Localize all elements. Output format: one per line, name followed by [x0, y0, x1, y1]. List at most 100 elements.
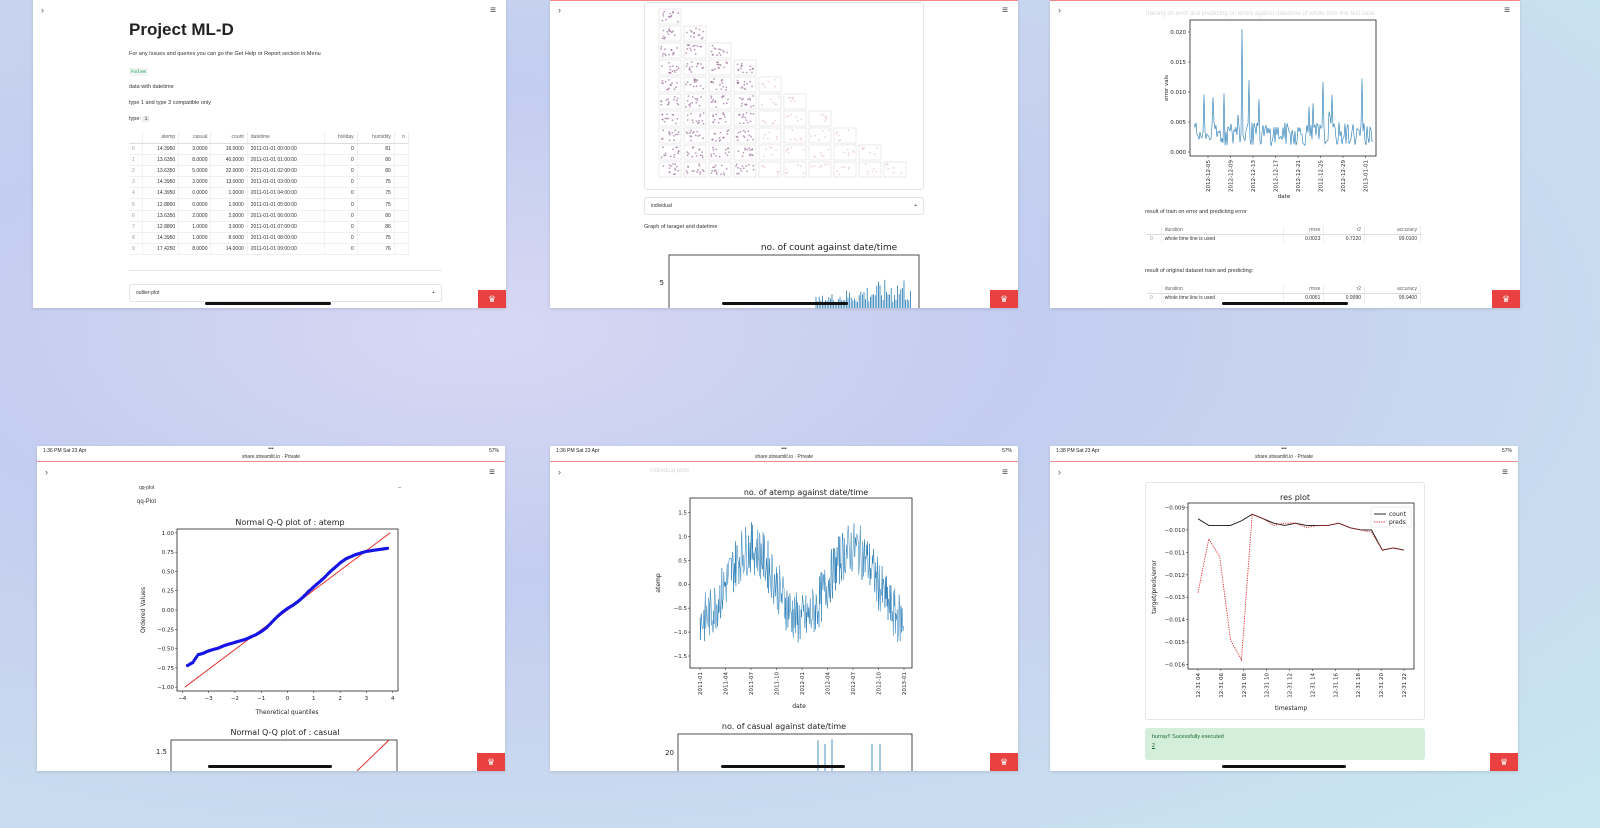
result-table-1[interactable]: duration rmse r2 accuracy 0 whole time line i… — [1147, 226, 1421, 243]
column-header[interactable]: n — [394, 132, 410, 144]
pairplot-point — [699, 171, 702, 174]
pairplot-point — [768, 146, 771, 149]
pairplot-cell — [758, 93, 782, 110]
url-bar[interactable]: share.streamlit.io · Private — [241, 454, 301, 460]
column-header[interactable] — [1147, 226, 1162, 235]
table-cell: 2011-01-01 07:00:00 — [247, 221, 325, 234]
column-header[interactable]: rmse — [1283, 226, 1325, 235]
pairplot-point — [672, 53, 674, 56]
column-header[interactable]: duration — [1161, 285, 1284, 294]
table-cell: 8.0000 — [178, 154, 212, 166]
pairplot-point — [810, 165, 813, 168]
table-row[interactable]: 9 17.4250 8.0000 14.0000 2011-01-01 09:00:00… — [129, 243, 410, 256]
sidebar-toggle-icon[interactable]: › — [558, 467, 561, 477]
sidebar-toggle-icon[interactable]: › — [1058, 5, 1061, 15]
crown-icon[interactable]: ♛ — [478, 290, 506, 308]
column-header[interactable]: rmse — [1283, 285, 1325, 294]
atemp-series — [699, 522, 904, 643]
table-row[interactable]: 2 13.6350 5.0000 32.0000 2011-01-01 02:00:00… — [129, 165, 410, 178]
table-row[interactable]: 5 12.8800 0.0000 1.0000 2011-01-01 05:00:00 0… — [129, 198, 410, 211]
pairplot-point — [693, 170, 696, 172]
pairplot-point — [664, 53, 666, 55]
column-header[interactable]: datetime — [247, 132, 325, 144]
pairplot-cell — [758, 76, 782, 93]
pairplot-point — [713, 47, 716, 50]
table-cell: 6 — [129, 210, 143, 222]
pairplot-point — [718, 137, 721, 139]
hamburger-menu-icon[interactable]: ≡ — [490, 5, 496, 16]
table-row[interactable]: 6 13.6350 2.0000 2.0000 2011-01-01 06:00:00 0… — [129, 210, 410, 222]
column-header[interactable]: humidity — [357, 132, 395, 144]
sidebar-toggle-icon[interactable]: › — [558, 5, 561, 15]
table-row[interactable]: 1 13.6350 8.0000 40.0000 2011-01-01 01:00:00… — [129, 154, 410, 166]
column-header[interactable]: holiday — [324, 132, 358, 144]
table-row[interactable]: 0 14.3950 3.0000 16.0000 2011-01-01 00:00:00… — [129, 143, 410, 155]
pairplot-point — [702, 122, 705, 125]
pairplot-point — [810, 135, 812, 138]
hamburger-menu-icon[interactable]: ≡ — [1502, 467, 1508, 478]
result-table-2[interactable]: duration rmse r2 accuracy 0 whole time line i… — [1147, 285, 1421, 302]
pairplot-point — [847, 154, 850, 157]
outlier-plot-expander[interactable]: outlier-plot + — [129, 284, 442, 302]
pairplot-point — [727, 151, 730, 154]
qq-plot-expander[interactable]: qq-plot – — [133, 482, 407, 494]
hamburger-menu-icon[interactable]: ≡ — [1002, 467, 1008, 478]
sidebar-toggle-icon[interactable]: › — [1058, 467, 1061, 477]
x-ticks: 2011-01 2011-04 2011-07 2011-10 2012-01 2012-… — [698, 668, 908, 695]
pairplot-point — [660, 156, 663, 159]
sidebar-toggle-icon[interactable]: › — [41, 5, 44, 15]
pairplot-point — [722, 49, 724, 52]
crown-icon[interactable]: ♛ — [477, 753, 505, 771]
column-header[interactable]: casual — [178, 132, 212, 144]
hamburger-menu-icon[interactable]: ≡ — [1504, 5, 1510, 16]
table-row[interactable]: 4 14.3950 0.0000 1.0000 2011-01-01 04:00:00 0… — [129, 187, 410, 200]
table-row[interactable]: 3 14.3950 3.0000 13.0000 2011-01-01 03:00:00… — [129, 176, 410, 189]
table-cell: 0.0051 — [1283, 293, 1325, 302]
column-header[interactable] — [129, 132, 143, 144]
table-cell: 17.4250 — [142, 243, 180, 256]
column-header[interactable]: r2 — [1323, 226, 1366, 235]
individual-expander[interactable]: individual + — [644, 197, 924, 215]
sidebar-toggle-icon[interactable]: › — [45, 467, 48, 477]
pairplot-point — [694, 53, 697, 55]
table-row[interactable]: 7 12.8800 1.0000 3.0000 2011-01-01 07:00:00 0… — [129, 221, 410, 234]
pairplot-cell — [683, 59, 707, 76]
x-tick-label: 2012-12-29 — [1341, 160, 1347, 192]
table-row[interactable]: 0 whole time line is used 0.0051 0.9990 99.9… — [1147, 293, 1421, 302]
column-header[interactable]: atemp — [142, 132, 180, 144]
table-cell: 16.0000 — [210, 143, 248, 155]
column-header[interactable] — [1147, 285, 1162, 294]
column-header[interactable]: accuracy — [1364, 285, 1421, 294]
pairplot-point — [726, 102, 728, 105]
crown-icon[interactable]: ♛ — [1490, 753, 1518, 771]
column-header[interactable]: accuracy — [1364, 226, 1421, 235]
url-bar[interactable]: share.streamlit.io · Private — [754, 454, 814, 460]
status-bar: 1:36 PM Sat 23 Apr ••• 57% — [550, 446, 1018, 456]
pairplot-point — [702, 112, 705, 114]
pairplot-cell — [883, 161, 907, 178]
pairplot-point — [722, 102, 725, 105]
pairplot-cell — [708, 76, 732, 93]
hamburger-menu-icon[interactable]: ≡ — [489, 467, 495, 478]
column-header[interactable]: r2 — [1323, 285, 1366, 294]
pairplot-point — [697, 122, 699, 124]
plot-frame — [1187, 502, 1415, 670]
chart-title: no. of count against date/time — [761, 243, 898, 253]
dataframe-table[interactable]: atemp casual count datetime holiday humidity n… — [129, 132, 410, 256]
pairplot-cell — [658, 59, 682, 76]
y-axis-label: target/preds/error — [1151, 560, 1158, 614]
pairplot-point — [711, 44, 714, 47]
table-cell: 32.0000 — [210, 165, 248, 178]
crown-icon[interactable]: ♛ — [1492, 290, 1520, 308]
pairplot-point — [818, 139, 821, 142]
hamburger-menu-icon[interactable]: ≡ — [1002, 5, 1008, 16]
column-header[interactable]: duration — [1161, 226, 1284, 235]
pairplot-point — [668, 15, 670, 18]
table-row[interactable]: 8 14.3950 1.0000 8.0000 2011-01-01 08:00:00 0… — [129, 232, 410, 245]
table-row[interactable]: 0 whole time line is used 0.0023 0.7220 99.0… — [1147, 234, 1421, 243]
crown-icon[interactable]: ♛ — [990, 753, 1018, 771]
crown-icon[interactable]: ♛ — [990, 290, 1018, 308]
column-header[interactable]: count — [210, 132, 248, 144]
url-bar[interactable]: share.streamlit.io · Private — [1254, 454, 1314, 460]
graph-label: Graph of taraget and datetime — [644, 224, 718, 230]
